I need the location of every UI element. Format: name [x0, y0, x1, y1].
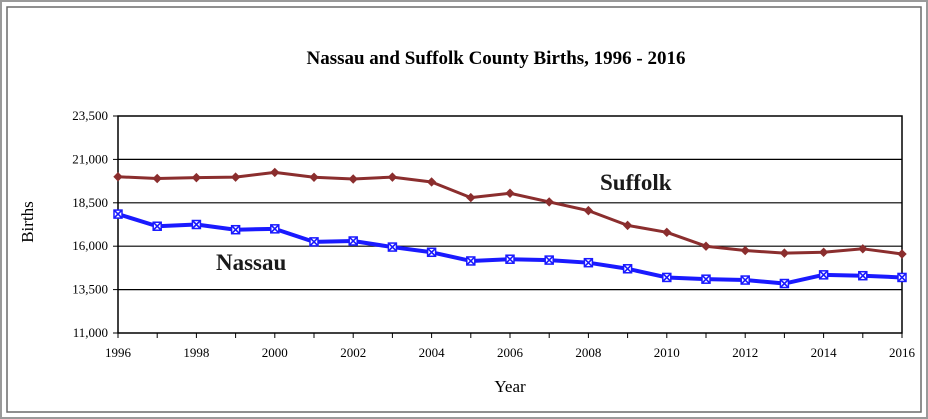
x-tick-label: 2002	[340, 345, 366, 360]
data-point-suffolk	[113, 172, 123, 182]
data-point-nassau	[113, 209, 123, 219]
data-point-suffolk	[505, 188, 515, 198]
data-point-nassau	[818, 270, 829, 280]
series-suffolk	[113, 167, 907, 259]
data-point-nassau	[505, 254, 515, 264]
x-tick-label: 1996	[105, 345, 132, 360]
data-point-suffolk	[544, 197, 554, 207]
series-label-nassau: Nassau	[216, 250, 287, 275]
data-point-suffolk	[309, 172, 319, 182]
data-point-suffolk	[387, 172, 398, 182]
series-nassau	[113, 209, 907, 289]
inner-border	[6, 6, 922, 413]
series-layer	[113, 167, 907, 289]
data-point-suffolk	[191, 172, 202, 183]
data-point-nassau	[662, 272, 672, 283]
data-point-suffolk	[701, 241, 711, 251]
x-axis: 1996 1998 2000 2002 2004 2006 2008 2010 2012 2014…	[105, 333, 916, 360]
y-tick-label: 21,000	[72, 151, 108, 166]
x-tick-label: 2006	[497, 345, 524, 360]
data-point-nassau	[740, 275, 750, 285]
data-point-nassau	[583, 257, 594, 268]
data-point-nassau	[897, 272, 907, 283]
x-tick-label: 2014	[811, 345, 838, 360]
data-point-suffolk	[230, 172, 241, 182]
data-point-suffolk	[622, 220, 633, 231]
gridlines	[118, 158, 902, 291]
data-point-nassau	[779, 278, 790, 289]
data-point-suffolk	[426, 177, 437, 187]
data-point-nassau	[309, 237, 319, 247]
y-tick-label: 18,500	[72, 195, 108, 210]
data-point-nassau	[701, 274, 711, 284]
data-point-suffolk	[466, 192, 476, 203]
data-point-suffolk	[858, 244, 868, 254]
y-tick-label: 23,500	[72, 108, 108, 123]
x-tick-label: 2010	[654, 345, 680, 360]
y-tick-label: 16,000	[72, 238, 108, 253]
x-tick-label: 2004	[419, 345, 446, 360]
data-point-suffolk	[152, 173, 162, 184]
y-tick-label: 11,000	[73, 325, 108, 340]
data-point-nassau	[348, 236, 358, 246]
data-point-nassau	[152, 221, 162, 231]
data-point-suffolk	[779, 248, 790, 258]
chart-title: Nassau and Suffolk County Births, 1996 -…	[306, 48, 685, 69]
data-point-suffolk	[818, 247, 829, 257]
data-point-nassau	[230, 224, 241, 235]
data-point-nassau	[191, 219, 202, 230]
x-tick-label: 2000	[262, 345, 288, 360]
x-axis-title: Year	[494, 377, 526, 396]
data-point-suffolk	[348, 174, 358, 184]
x-tick-label: 2008	[575, 345, 601, 360]
x-tick-label: 1998	[183, 345, 209, 360]
data-point-suffolk	[662, 227, 672, 238]
data-point-nassau	[622, 264, 633, 274]
data-point-suffolk	[897, 249, 907, 259]
data-point-suffolk	[740, 245, 750, 256]
data-point-nassau	[544, 255, 554, 265]
data-point-suffolk	[583, 205, 594, 216]
data-point-nassau	[387, 242, 398, 252]
data-point-nassau	[858, 270, 868, 281]
x-tick-label: 2016	[889, 345, 916, 360]
y-axis-title: Births	[18, 201, 37, 243]
data-point-nassau	[466, 256, 476, 266]
x-tick-label: 2012	[732, 345, 758, 360]
series-label-suffolk: Suffolk	[600, 170, 672, 195]
data-point-suffolk	[270, 167, 280, 178]
data-point-nassau	[270, 224, 280, 234]
y-axis: 11,000 13,500 16,000 18,500 21,000 23,500	[72, 108, 118, 340]
data-point-nassau	[426, 247, 437, 258]
y-tick-label: 13,500	[72, 282, 108, 297]
